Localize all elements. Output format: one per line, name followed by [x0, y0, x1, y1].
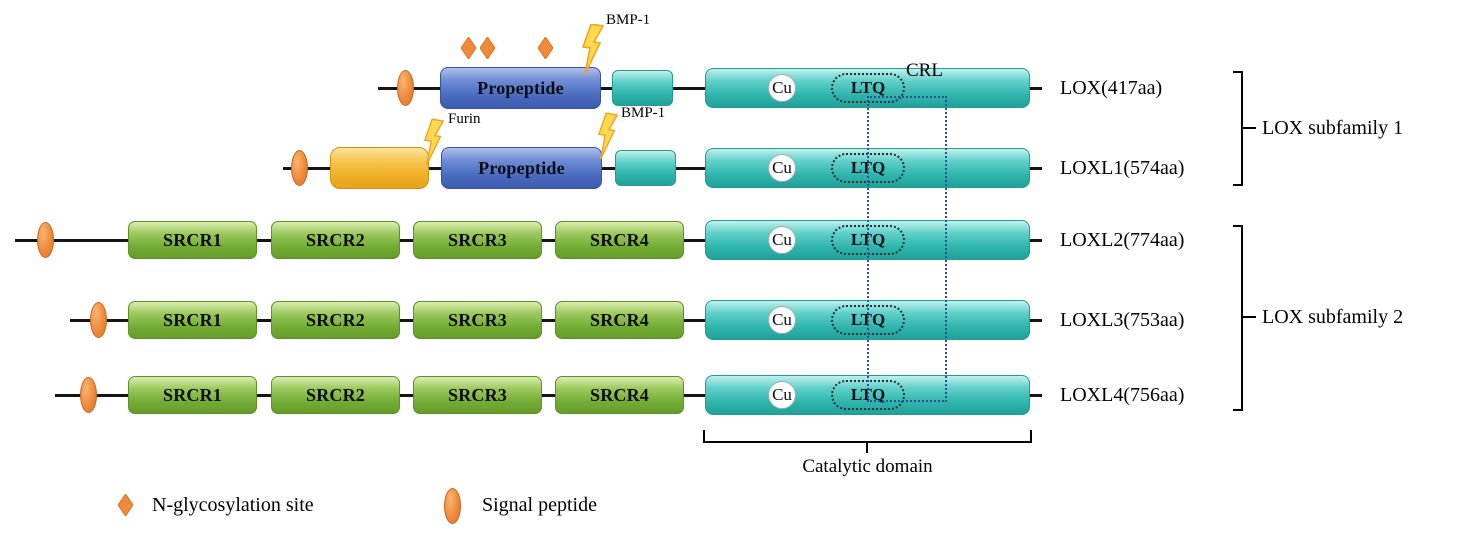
cu-label: Cu: [772, 385, 792, 404]
loxl2-srcr3-domain: SRCR3: [413, 221, 542, 259]
srcr2-label: SRCR2: [305, 384, 365, 405]
loxl4-srcr4-domain: SRCR4: [555, 376, 684, 414]
srcr1-label: SRCR1: [162, 384, 222, 405]
srcr2-label: SRCR2: [305, 309, 365, 330]
subfamily2-bracket: [1233, 225, 1243, 411]
row-label-lox: LOX(417aa): [1060, 77, 1163, 99]
srcr1-label: SRCR1: [162, 309, 222, 330]
srcr3-label: SRCR3: [447, 309, 507, 330]
row-label-loxl2: LOXL2(774aa): [1060, 229, 1185, 251]
bmp1-cleavage-bolt-icon: [597, 112, 619, 160]
srcr4-label: SRCR4: [589, 309, 649, 330]
n-glycosylation-icon: [461, 37, 476, 59]
cu-label: Cu: [772, 310, 792, 329]
signal-peptide-icon: [291, 150, 308, 186]
loxl4-srcr1-domain: SRCR1: [128, 376, 257, 414]
subfamily1-label: LOX subfamily 1: [1262, 117, 1404, 139]
furin-label: Furin: [448, 111, 481, 127]
signal-peptide-icon: [397, 70, 414, 106]
cu-label: Cu: [772, 78, 792, 97]
copper-site: Cu: [768, 306, 796, 334]
loxl2-srcr4-domain: SRCR4: [555, 221, 684, 259]
loxl4-srcr3-domain: SRCR3: [413, 376, 542, 414]
loxl4-backbone-line: [55, 394, 1042, 397]
loxl3-srcr2-domain: SRCR2: [271, 301, 400, 339]
signal-peptide-icon: [37, 222, 54, 258]
propeptide-label: Propeptide: [478, 157, 565, 178]
catalytic-domain-label: Catalytic domain: [802, 456, 933, 477]
catalytic-domain-brace-tick: [866, 443, 868, 453]
loxl1-proline-rich-domain: [330, 147, 429, 189]
legend-signal-peptide-label: Signal peptide: [482, 494, 597, 516]
lox-teal-segment: [612, 70, 673, 106]
legend-n-glycosylation-label: N-glycosylation site: [152, 494, 314, 516]
copper-site: Cu: [768, 154, 796, 182]
loxl2-srcr2-domain: SRCR2: [271, 221, 400, 259]
srcr1-label: SRCR1: [162, 229, 222, 250]
crl-region-dotted-box: [867, 96, 947, 402]
loxl2-srcr1-domain: SRCR1: [128, 221, 257, 259]
copper-site: Cu: [768, 226, 796, 254]
bmp1-label: BMP-1: [606, 12, 651, 28]
catalytic-domain-brace: [703, 430, 1032, 443]
row-label-loxl3: LOXL3(753aa): [1060, 309, 1185, 331]
srcr3-label: SRCR3: [447, 229, 507, 250]
legend-n-glycosylation-icon: [118, 494, 133, 516]
srcr3-label: SRCR3: [447, 384, 507, 405]
srcr4-label: SRCR4: [589, 229, 649, 250]
n-glycosylation-icon: [538, 37, 553, 59]
subfamily2-bracket-tick: [1243, 316, 1256, 318]
subfamily2-label: LOX subfamily 2: [1262, 306, 1404, 328]
srcr2-label: SRCR2: [305, 229, 365, 250]
ltq-label: LTQ: [850, 78, 886, 97]
legend-signal-peptide-icon: [444, 488, 461, 524]
crl-label: CRL: [906, 60, 943, 81]
copper-site: Cu: [768, 74, 796, 102]
bmp1-label: BMP-1: [621, 105, 666, 121]
srcr4-label: SRCR4: [589, 384, 649, 405]
row-label-loxl4: LOXL4(756aa): [1060, 384, 1185, 406]
loxl1-teal-segment: [615, 150, 676, 186]
n-glycosylation-icon: [480, 37, 495, 59]
furin-cleavage-bolt-icon: [423, 118, 445, 166]
loxl3-srcr3-domain: SRCR3: [413, 301, 542, 339]
subfamily1-bracket: [1233, 71, 1243, 186]
signal-peptide-icon: [80, 377, 97, 413]
cu-label: Cu: [772, 230, 792, 249]
propeptide-label: Propeptide: [477, 77, 564, 98]
loxl1-propeptide-domain: Propeptide: [441, 147, 602, 189]
lox-propeptide-domain: Propeptide: [440, 67, 601, 109]
signal-peptide-icon: [90, 302, 107, 338]
loxl3-srcr4-domain: SRCR4: [555, 301, 684, 339]
loxl3-srcr1-domain: SRCR1: [128, 301, 257, 339]
subfamily1-bracket-tick: [1243, 127, 1256, 129]
loxl4-srcr2-domain: SRCR2: [271, 376, 400, 414]
row-label-loxl1: LOXL1(574aa): [1060, 157, 1185, 179]
bmp1-cleavage-bolt-icon: [581, 24, 605, 75]
cu-label: Cu: [772, 158, 792, 177]
copper-site: Cu: [768, 381, 796, 409]
